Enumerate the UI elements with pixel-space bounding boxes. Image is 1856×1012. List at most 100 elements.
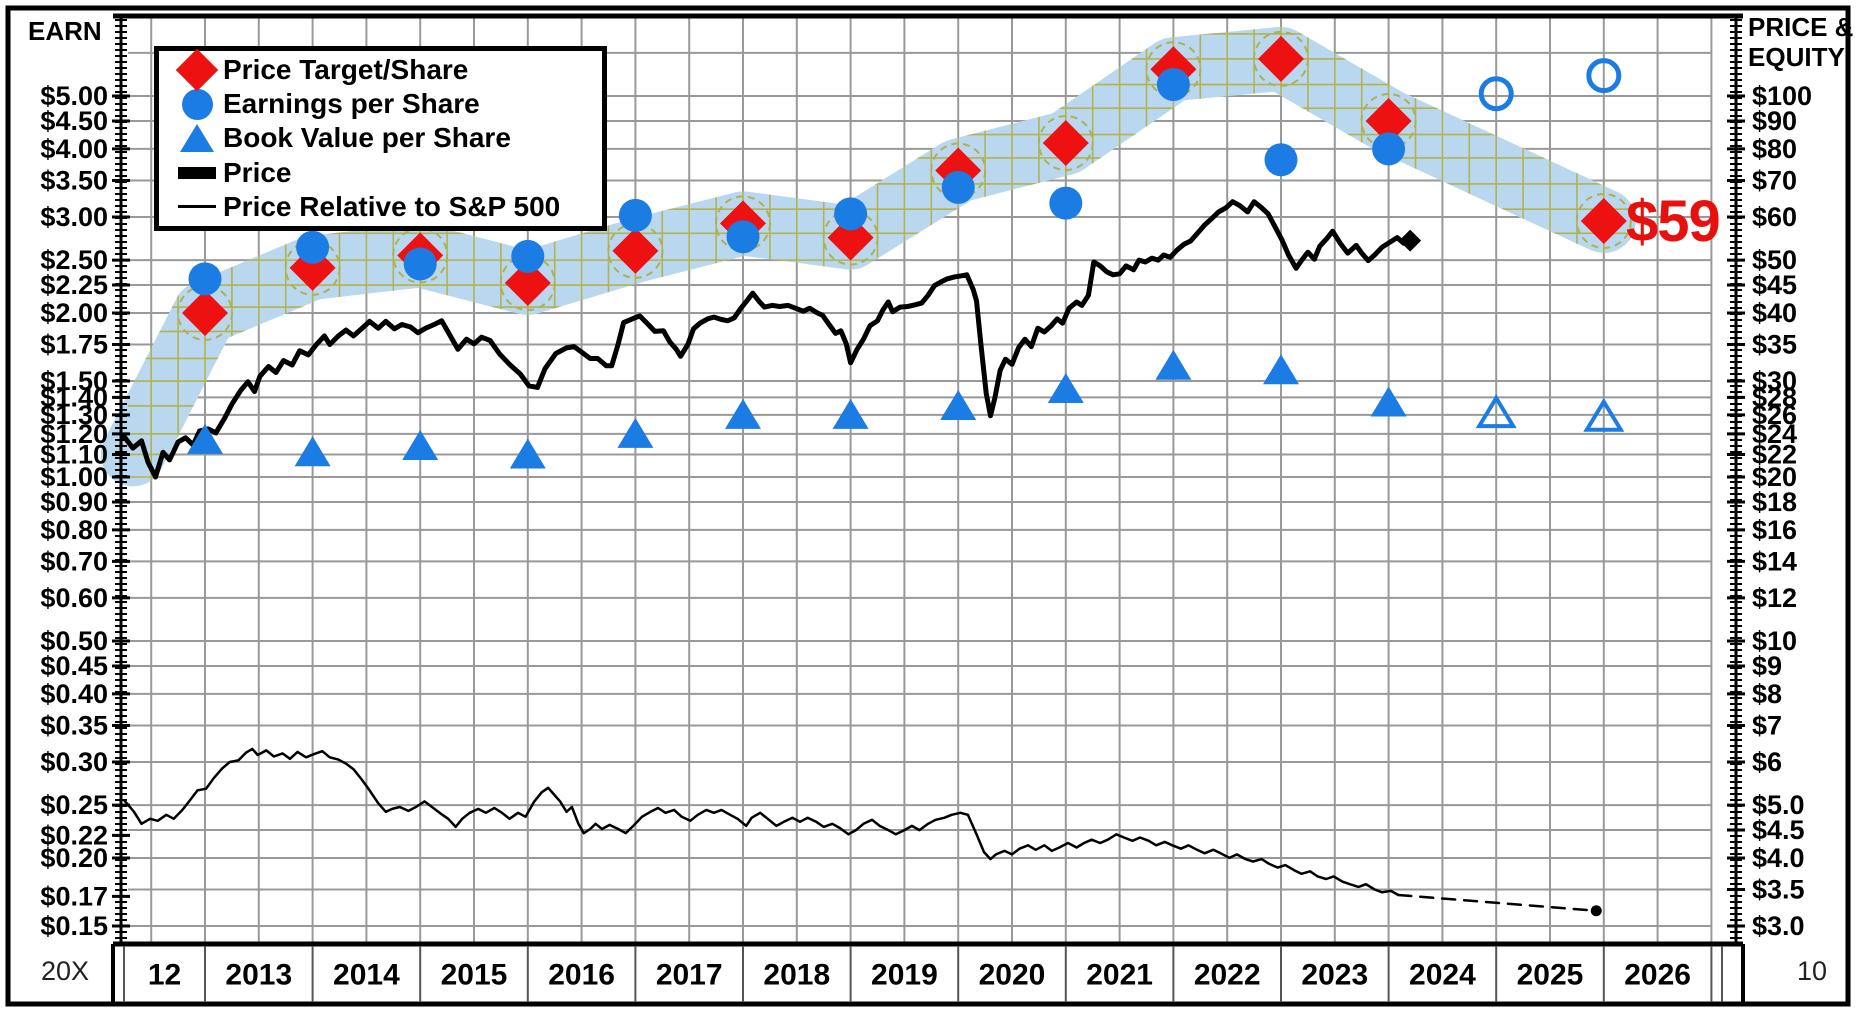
year-label: 2013 — [225, 959, 292, 992]
price-target-diamond — [1258, 35, 1304, 82]
price-target-annotation: $59 — [1626, 189, 1721, 254]
right-axis-tick-label: $10 — [1752, 626, 1797, 656]
book-value-triangle — [1263, 354, 1299, 385]
year-label: 2018 — [763, 959, 830, 992]
eps-dot — [941, 170, 975, 204]
book-value-triangle — [1155, 349, 1192, 380]
left-axis-tick-label: $1.75 — [40, 330, 108, 360]
blue-circle-icon — [181, 88, 213, 120]
right-axis-tick-label: $6 — [1752, 747, 1782, 777]
left-axis-tick-label: $0.40 — [40, 679, 108, 709]
right-axis-tick-label: $4.0 — [1752, 843, 1805, 873]
left-axis-tick-label: $0.22 — [40, 820, 108, 850]
relative-projection-dashed — [1397, 893, 1598, 913]
legend-item-price: Price — [171, 156, 602, 190]
right-axis-tick-label: $22 — [1752, 439, 1797, 469]
eps-estimate-open-circle — [1586, 58, 1622, 94]
eps-estimate-open-circle — [1478, 76, 1514, 112]
legend-label: Price Relative to S&P 500 — [223, 190, 561, 222]
right-axis-tick-label: $45 — [1752, 270, 1797, 300]
legend-item-earnings: Earnings per Share — [171, 87, 602, 121]
legend-label: Book Value per Share — [223, 122, 511, 154]
left-axis-tick-label: $0.25 — [40, 790, 108, 820]
thin-line-icon — [178, 205, 216, 209]
left-axis-tick-label: $0.50 — [40, 626, 108, 656]
right-axis-tick-label: $30 — [1752, 366, 1797, 396]
price-target-diamond — [1042, 120, 1089, 167]
book-value-triangle — [509, 438, 546, 469]
book-value-triangle — [1047, 373, 1084, 404]
right-axis-tick-label: $7 — [1752, 710, 1782, 740]
right-axis-tick-label: $28 — [1752, 382, 1797, 412]
left-axis-tick-label: $1.30 — [40, 400, 108, 430]
eps-dot — [1264, 143, 1298, 177]
year-label: 2019 — [871, 959, 938, 992]
right-axis-tick-label: $24 — [1752, 419, 1797, 449]
eps-dot — [834, 197, 868, 231]
right-axis-tick-label: $4.5 — [1752, 815, 1805, 845]
legend-label: Price Target/Share — [223, 54, 469, 86]
left-axis-tick-label: $0.90 — [40, 487, 108, 517]
relative-projection-dot — [1590, 905, 1602, 917]
year-label: 2023 — [1301, 959, 1368, 992]
right-axis-tick-label: $3.0 — [1752, 911, 1805, 941]
year-label: 2016 — [548, 959, 615, 992]
eps-dot — [511, 239, 545, 273]
right-axis-tick-label: $18 — [1752, 487, 1797, 517]
left-axis-tick-label: $4.00 — [40, 134, 108, 164]
left-axis-tick-label: $1.00 — [40, 462, 108, 492]
left-axis-tick-label: $4.50 — [40, 106, 108, 136]
book-value-triangle — [402, 429, 439, 460]
left-axis-tick-label: $5.00 — [40, 81, 108, 111]
right-axis-tick-label: $26 — [1752, 400, 1797, 430]
right-axis-tick-label: $40 — [1752, 298, 1797, 328]
book-value-triangle — [1370, 386, 1407, 417]
left-axis-tick-label: $1.20 — [40, 419, 108, 449]
book-value-triangle — [617, 417, 654, 448]
page-number: 10 — [1796, 956, 1828, 986]
price-target-diamond — [504, 259, 551, 306]
right-axis-tick-label: $35 — [1752, 330, 1797, 360]
legend-item-relative: Price Relative to S&P 500 — [171, 190, 602, 224]
pe-multiple-label: 20X — [40, 956, 90, 986]
eps-dot — [726, 220, 760, 254]
book-value-estimate-open-triangle — [1475, 394, 1517, 429]
year-label: 2024 — [1409, 959, 1476, 992]
thick-bar-icon — [178, 166, 216, 179]
right-axis-tick-label: $16 — [1752, 515, 1797, 545]
book-value-triangle — [725, 398, 761, 429]
blue-triangle-icon — [180, 124, 214, 153]
legend-item-price-target: Price Target/Share — [171, 48, 602, 92]
left-axis-tick-label: $0.70 — [40, 546, 108, 576]
right-axis-tick-label: $5.0 — [1752, 790, 1805, 820]
left-axis-tick-label: $0.17 — [40, 881, 108, 911]
right-axis-tick-label: $3.5 — [1752, 875, 1805, 905]
eps-dot — [1372, 132, 1406, 166]
right-axis-header-line1: PRICE & — [1748, 12, 1854, 42]
price-target-diamond — [289, 244, 336, 291]
right-axis-tick-label: $8 — [1752, 679, 1782, 709]
diamond-halo — [1037, 115, 1094, 172]
right-axis-tick-label: $20 — [1752, 462, 1797, 492]
book-value-triangle — [940, 389, 977, 420]
right-axis-tick-label: $60 — [1752, 202, 1797, 232]
left-axis-header: EARN — [28, 16, 102, 46]
left-axis-tick-label: $0.35 — [40, 710, 108, 740]
left-axis-tick-label: $1.50 — [40, 366, 108, 396]
eps-dot — [188, 262, 222, 296]
year-label: 2026 — [1624, 959, 1691, 992]
price-line — [121, 199, 1413, 480]
left-axis-tick-label: $0.15 — [40, 911, 108, 941]
year-label: 2017 — [656, 959, 723, 992]
left-axis-tick-label: $0.45 — [40, 651, 108, 681]
right-axis-tick-label: $50 — [1752, 245, 1797, 275]
band-inner-grid — [128, 18, 1713, 942]
year-label: 12 — [148, 959, 181, 992]
relative-strength-line — [123, 747, 1400, 897]
eps-dot — [1156, 68, 1190, 102]
price-target-diamond — [1580, 197, 1627, 244]
year-label: 2014 — [333, 959, 400, 992]
price-target-diamond — [827, 214, 874, 261]
book-value-triangle — [832, 398, 869, 429]
